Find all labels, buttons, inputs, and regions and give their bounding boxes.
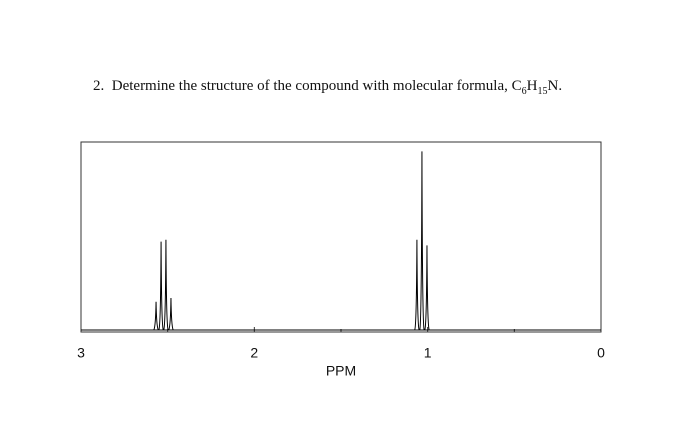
- question-number: 2.: [93, 78, 105, 94]
- formula-part: N.: [547, 78, 563, 94]
- question-text: Determine the structure of the compound …: [111, 78, 512, 94]
- peak: [158, 241, 164, 331]
- formula: C6H15N.: [511, 78, 563, 97]
- peak: [414, 239, 420, 331]
- x-tick-label: 1: [424, 345, 432, 361]
- formula-subscript: 15: [537, 86, 548, 97]
- peak: [424, 245, 430, 331]
- peak: [163, 239, 169, 331]
- formula-part: C: [511, 78, 522, 94]
- peak: [419, 151, 425, 331]
- question: 2. Determine the structure of the compou…: [93, 78, 562, 97]
- formula-subscript: 6: [521, 86, 527, 97]
- formula-part: H: [526, 78, 538, 94]
- x-tick-label: 2: [250, 345, 258, 361]
- plot-frame: [80, 141, 602, 333]
- peak: [168, 298, 174, 331]
- x-axis-label: PPM: [326, 363, 356, 379]
- x-tick-label: 3: [77, 345, 85, 361]
- x-tick-label: 0: [597, 345, 605, 361]
- peak: [153, 301, 159, 331]
